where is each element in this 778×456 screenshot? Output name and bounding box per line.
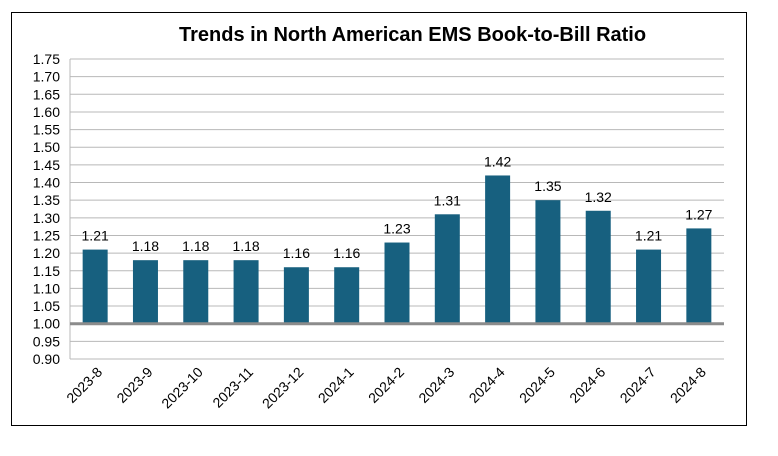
bar	[82, 249, 108, 324]
x-tick-label: 2024-8	[667, 364, 709, 406]
y-tick-label: 1.70	[33, 69, 60, 85]
bar	[485, 175, 511, 324]
data-label: 1.18	[132, 238, 159, 254]
y-tick-label: 1.15	[33, 263, 60, 279]
x-tick-label: 2023-10	[158, 364, 206, 412]
data-label: 1.35	[534, 178, 561, 194]
chart-title: Trends in North American EMS Book-to-Bil…	[179, 24, 647, 46]
y-tick-label: 1.35	[33, 192, 60, 208]
x-tick-label: 2024-1	[315, 364, 357, 406]
x-tick-label: 2024-2	[365, 364, 407, 406]
y-tick-label: 1.30	[33, 210, 60, 226]
y-tick-label: 1.75	[33, 51, 60, 67]
data-label: 1.18	[232, 238, 259, 254]
y-tick-label: 1.50	[33, 139, 60, 155]
y-tick-label: 1.65	[33, 86, 60, 102]
data-label: 1.16	[283, 245, 310, 261]
data-label: 1.18	[182, 238, 209, 254]
data-label: 1.42	[484, 153, 511, 169]
bar	[434, 214, 460, 324]
x-tick-label: 2024-3	[415, 364, 457, 406]
y-tick-label: 1.60	[33, 104, 60, 120]
bar	[686, 228, 712, 324]
y-tick-label: 1.20	[33, 245, 60, 261]
bar	[636, 249, 662, 324]
data-label: 1.23	[383, 221, 410, 237]
chart-frame	[11, 12, 747, 426]
x-tick-label: 2024-7	[617, 364, 659, 406]
x-tick-label: 2023-8	[63, 364, 105, 406]
y-tick-label: 1.25	[33, 227, 60, 243]
bar	[334, 267, 360, 324]
x-tick-label: 2024-5	[516, 364, 558, 406]
data-label: 1.27	[685, 206, 712, 222]
data-label: 1.21	[635, 228, 662, 244]
y-tick-label: 0.90	[33, 351, 60, 367]
data-label: 1.32	[585, 189, 612, 205]
x-tick-label: 2024-6	[566, 364, 608, 406]
bar	[535, 200, 561, 324]
x-tick-label: 2024-4	[466, 364, 508, 406]
bar	[384, 242, 410, 324]
bar	[585, 210, 611, 324]
y-tick-label: 1.10	[33, 280, 60, 296]
y-tick-label: 1.00	[33, 316, 60, 332]
y-tick-label: 1.40	[33, 175, 60, 191]
y-tick-label: 0.95	[33, 333, 60, 349]
x-tick-label: 2023-9	[113, 364, 155, 406]
y-tick-label: 1.45	[33, 157, 60, 173]
bar	[132, 260, 158, 324]
bar	[283, 267, 309, 324]
y-tick-label: 1.55	[33, 122, 60, 138]
data-label: 1.16	[333, 245, 360, 261]
y-tick-label: 1.05	[33, 298, 60, 314]
x-tick-label: 2023-11	[209, 364, 256, 411]
bar	[183, 260, 209, 324]
data-label: 1.21	[82, 228, 109, 244]
x-tick-label: 2023-12	[259, 364, 307, 412]
bar	[233, 260, 259, 324]
data-label: 1.31	[434, 192, 461, 208]
